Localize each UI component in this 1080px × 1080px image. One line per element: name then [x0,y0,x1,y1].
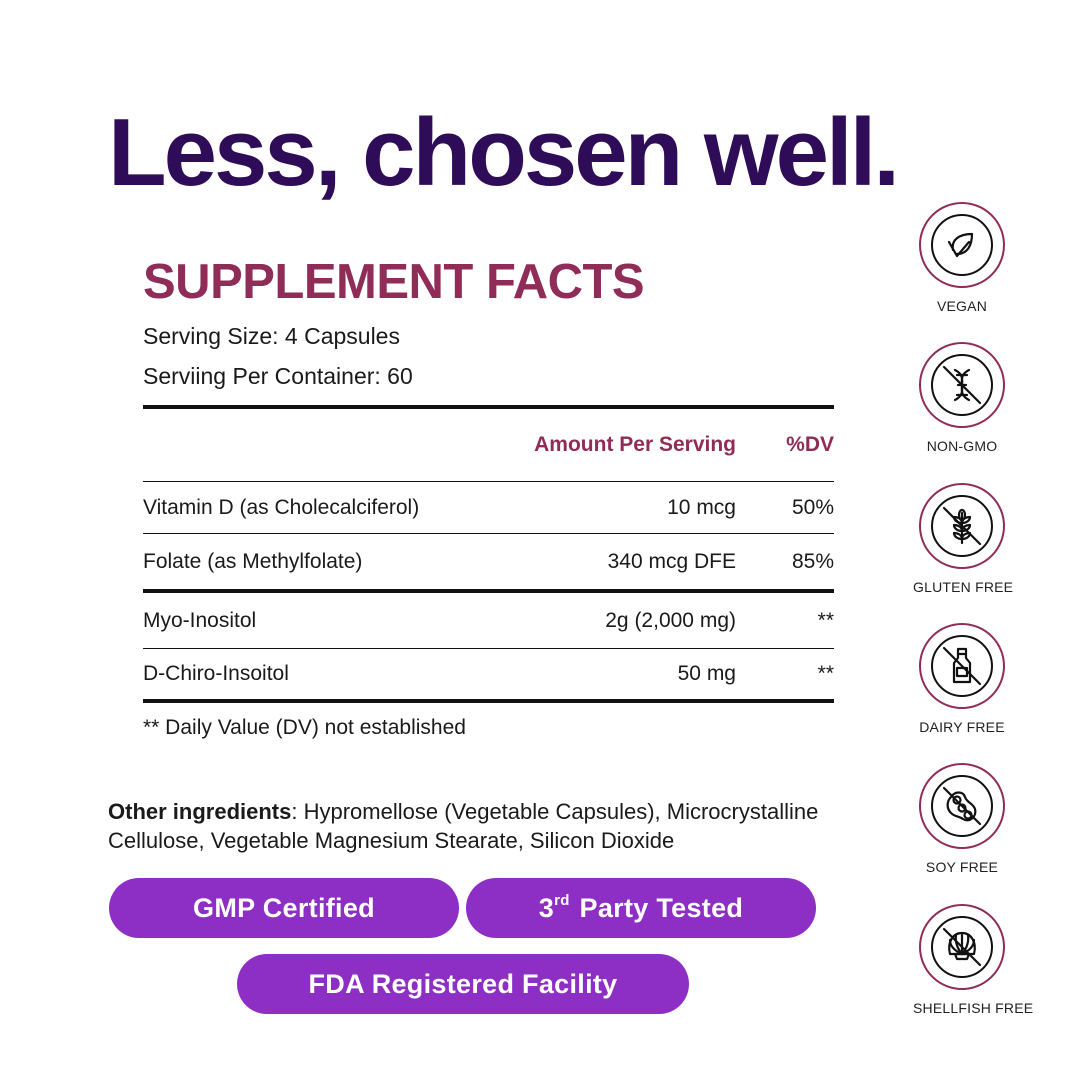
table-row: D-Chiro-Insoitol 50 mg ** [143,649,834,699]
nutrient-name: D-Chiro-Insoitol [143,662,289,685]
divider [143,589,834,593]
third-party-tested-label: 3rd Party Tested [538,891,744,923]
amount-column-header: Amount Per Serving [534,433,736,456]
servings-per-container: Serviing Per Container: 60 [143,363,413,389]
fda-registered-badge[interactable]: FDA Registered Facility [237,954,689,1014]
serving-size: Serving Size: 4 Capsules [143,323,400,349]
milk-bottle-icon [942,646,982,686]
ingredients-text: : Hypromellose (Vegetable Capsules), Mic… [108,799,819,853]
gmp-certified-label: GMP Certified [193,892,375,923]
nutrient-dv: ** [817,608,834,632]
ingredients-label: Other ingredients [108,799,292,824]
divider [143,481,834,482]
badge-vegan: VEGAN [913,202,1011,314]
badge-dairy-free: DAIRY FREE [913,623,1011,735]
fda-registered-label: FDA Registered Facility [308,968,618,999]
nutrient-amount: 10 mcg [667,495,736,519]
third-party-tested-badge[interactable]: 3rd Party Tested [466,878,816,938]
nutrient-dv: ** [817,662,834,685]
nutrient-amount: 2g (2,000 mg) [605,608,736,632]
wheat-icon [942,506,982,546]
headline: Less, chosen well. [108,99,900,206]
table-row: Folate (as Methylfolate) 340 mcg DFE 85% [143,534,834,589]
divider [143,405,834,409]
dna-icon [942,365,982,405]
nutrient-name: Vitamin D (as Cholecalciferol) [143,495,420,519]
divider [143,648,834,649]
table-row: Vitamin D (as Cholecalciferol) 10 mcg 50… [143,482,834,533]
badge-label: DAIRY FREE [919,719,1005,735]
other-ingredients: Other ingredients: Hypromellose (Vegetab… [108,797,888,855]
badge-shellfish-free: SHELLFISH FREE [913,904,1034,1016]
badge-label: NON-GMO [926,438,998,454]
dv-footnote: ** Daily Value (DV) not established [143,716,466,739]
table-header: Amount Per Serving %DV [143,409,834,481]
table-row: Myo-Inositol 2g (2,000 mg) ** [143,593,834,648]
badge-non-gmo: NON-GMO [913,342,1011,454]
badge-label: SHELLFISH FREE [913,1000,1034,1016]
supplement-facts-table: Amount Per Serving %DV Vitamin D (as Cho… [143,405,834,703]
nutrient-dv: 50% [791,495,834,519]
supplement-facts-title: SUPPLEMENT FACTS [143,255,645,309]
nutrient-amount: 340 mcg DFE [607,549,736,573]
nutrient-amount: 50 mg [677,662,736,685]
soybean-icon [942,786,982,826]
badge-label: VEGAN [936,298,987,314]
gmp-certified-badge[interactable]: GMP Certified [109,878,459,938]
nutrient-name: Myo-Inositol [143,608,257,632]
nutrient-name: Folate (as Methylfolate) [143,549,363,573]
badge-label: GLUTEN FREE [913,579,1014,595]
badge-soy-free: SOY FREE [913,763,1011,875]
divider [143,533,834,534]
shell-icon [942,927,982,967]
dv-column-header: %DV [786,433,834,456]
nutrient-dv: 85% [791,549,834,573]
divider [143,699,834,703]
leaf-icon [947,232,974,258]
badge-gluten-free: GLUTEN FREE [913,483,1014,595]
badge-label: SOY FREE [925,859,999,875]
